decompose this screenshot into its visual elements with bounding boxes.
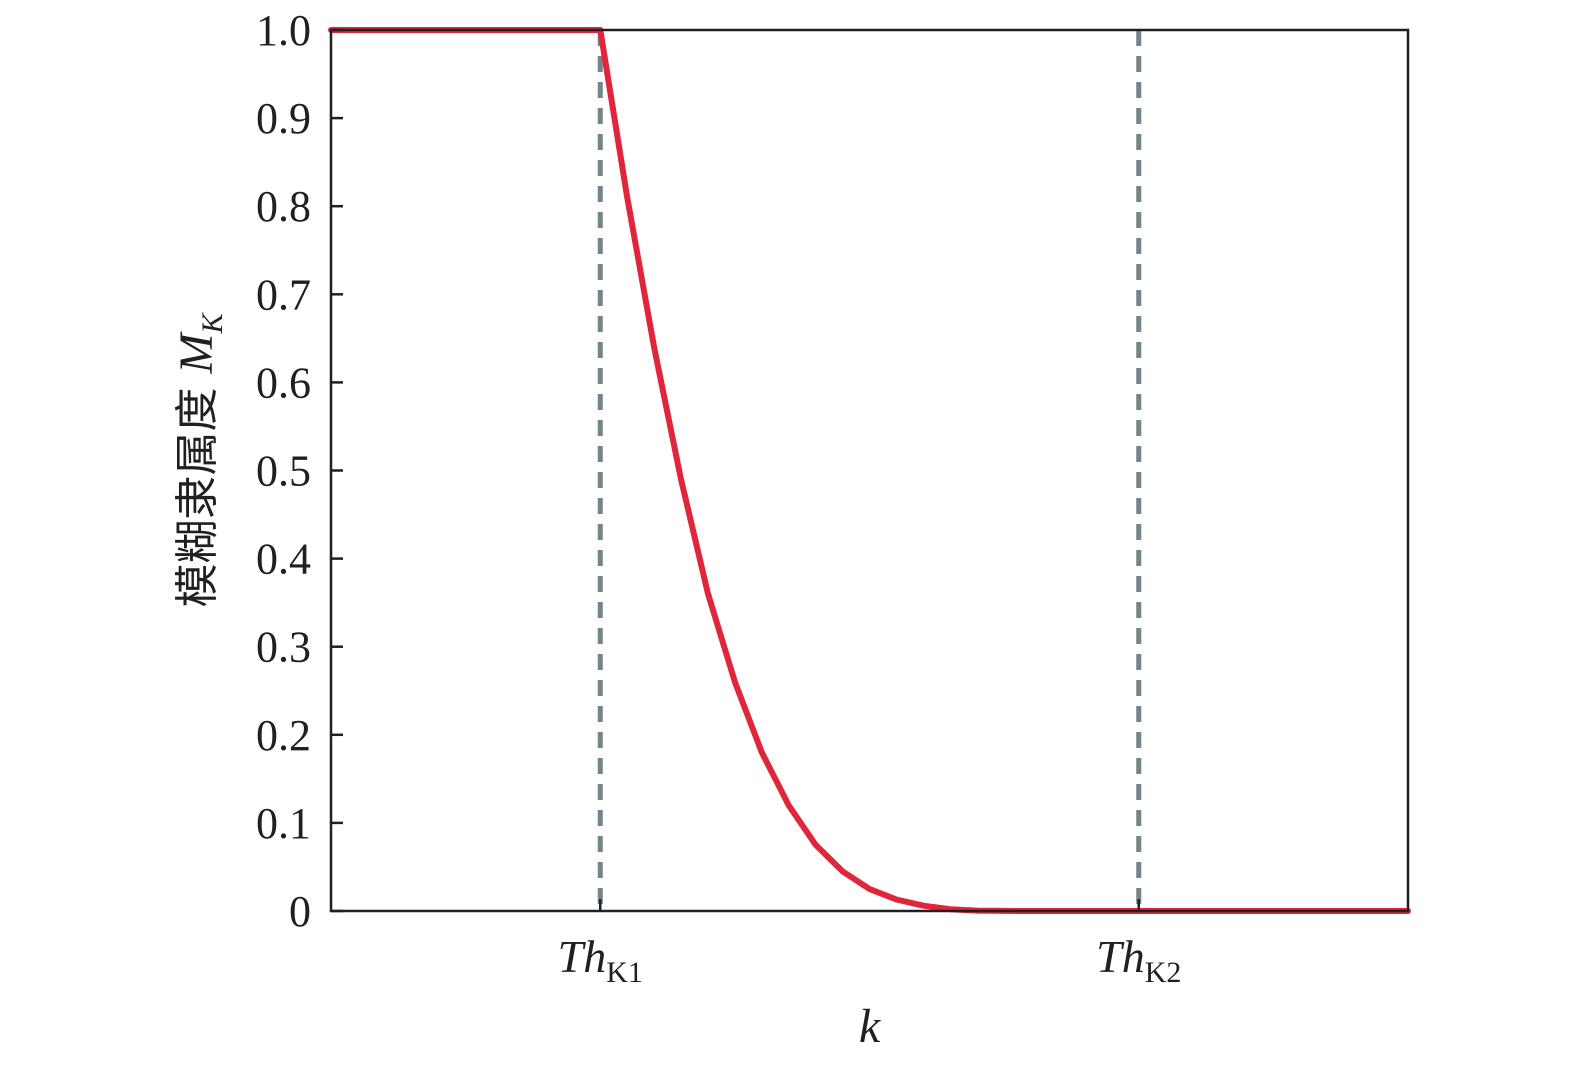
y-tick-label: 0.2	[256, 711, 311, 760]
x-tick-label-1: ThK1	[558, 931, 643, 989]
reference-lines	[597, 30, 1142, 911]
y-tick-label: 0.9	[256, 94, 311, 143]
y-axis-label-subscript: K	[196, 312, 229, 335]
y-tick-label: 0.7	[256, 270, 311, 319]
x-tick-label-main: Th	[1096, 931, 1145, 982]
y-tick-label: 0.8	[256, 182, 311, 231]
plot-frame	[329, 28, 1410, 913]
x-tick-label-main: Th	[558, 931, 607, 982]
y-tick-label: 0.1	[256, 799, 311, 848]
x-axis-label: k	[859, 1000, 882, 1053]
y-tick-label: 0	[289, 887, 311, 936]
x-tick-label-2: ThK2	[1096, 931, 1181, 989]
y-axis-label: 模糊隶属度 MK	[170, 312, 229, 608]
y-tick-label: 0.5	[256, 447, 311, 496]
membership-curve-1	[328, 27, 1411, 914]
y-tick-label: 1.0	[256, 6, 311, 55]
axis-labels: k 模糊隶属度 MK	[170, 312, 882, 1053]
y-tick-label: 0.6	[256, 358, 311, 407]
y-ticks: 0 0.1 0.2 0.3 0.4 0.5 0.6 0.7 0.8 0.9 1.0	[256, 6, 343, 936]
y-axis-label-symbol: M	[170, 331, 223, 375]
x-ticks: ThK1 ThK2	[558, 899, 1181, 989]
y-tick-label: 0.3	[256, 623, 311, 672]
curve-layer	[328, 27, 1411, 914]
x-tick-label-sub: K2	[1145, 956, 1182, 989]
plot-area-border	[329, 28, 1410, 913]
x-tick-label-sub: K1	[606, 956, 643, 989]
y-tick-label: 0.4	[256, 535, 311, 584]
y-axis-label-text: 模糊隶属度	[172, 374, 223, 608]
